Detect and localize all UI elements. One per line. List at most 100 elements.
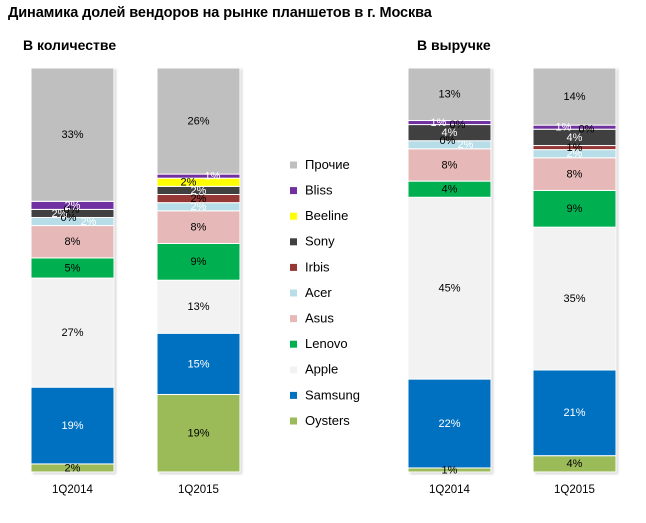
data-label: 4% (567, 458, 583, 470)
data-label: 8% (65, 236, 81, 248)
legend-item: Oysters (290, 413, 350, 428)
panel-title-revenue: В выручке (417, 37, 491, 53)
legend-swatch (290, 161, 297, 169)
data-label: 2% (191, 185, 207, 197)
panel-title-quantity: В количестве (23, 37, 117, 53)
legend-swatch (290, 391, 297, 399)
data-label: 4% (442, 184, 458, 196)
legend-item: Прочие (290, 157, 350, 172)
legend-label: Sony (305, 234, 335, 249)
category-axis-labels: 1Q2014 1Q2015 1Q2014 1Q2015 (52, 484, 595, 496)
category-label: 1Q2014 (429, 484, 471, 496)
bar-segment-samsung-1q2015 (156, 332, 241, 395)
legend-label: Bliss (305, 183, 333, 198)
figure-title: Динамика долей вендоров на рынке планшет… (8, 5, 432, 21)
legend-label: Lenovo (305, 336, 348, 351)
data-label: 13% (187, 301, 209, 313)
data-label: 4% (442, 127, 458, 139)
data-label: 1% (567, 142, 583, 154)
data-label: 26% (187, 115, 209, 127)
bars-layer (30, 67, 618, 474)
data-label: 8% (442, 159, 458, 171)
legend-item: Apple (290, 362, 338, 377)
data-label: 8% (567, 169, 583, 181)
bar-segment-lenovo-1q2015 (156, 242, 241, 281)
bar-segment-apple-1q2015 (532, 226, 617, 371)
legend-label: Beeline (305, 208, 348, 223)
data-label: 1% (556, 122, 572, 134)
data-label: 1% (442, 464, 458, 476)
data-label: 9% (191, 256, 207, 268)
bar-segment-apple-1q2014 (30, 277, 115, 388)
data-labels-layer: 2%19%27%5%8%2%0%2%0%2%33%19%15%13%9%8%2%… (52, 89, 595, 477)
legend-label: Прочие (305, 157, 350, 172)
bar-segment-asus-1q2014 (407, 148, 492, 182)
legend-label: Irbis (305, 259, 330, 274)
data-label: 2% (458, 139, 474, 151)
data-label: 0% (61, 212, 77, 224)
legend-item: Samsung (290, 387, 360, 402)
data-label: 2% (52, 208, 68, 220)
legend-swatch (290, 263, 297, 271)
data-label: 45% (438, 283, 460, 295)
data-label: 15% (187, 358, 209, 370)
bar-segment-asus-1q2015 (156, 210, 241, 244)
bar-segment-lenovo-1q2015 (532, 189, 617, 228)
data-label: 2% (181, 177, 197, 189)
legend-swatch (290, 212, 297, 220)
legend-item: Sony (290, 234, 335, 249)
data-label: 0% (440, 135, 456, 147)
legend-label: Samsung (305, 387, 360, 402)
legend-swatch (290, 187, 297, 195)
data-label: 19% (187, 428, 209, 440)
bar-segment-samsung-1q2014 (407, 378, 492, 469)
data-label: 21% (563, 407, 585, 419)
legend-item: Bliss (290, 183, 333, 198)
data-label: 2% (191, 201, 207, 213)
legend-label: Acer (305, 285, 332, 300)
legend-item: Asus (290, 311, 334, 326)
legend-item: Lenovo (290, 336, 348, 351)
legend-item: Acer (290, 285, 332, 300)
category-label: 1Q2015 (554, 484, 595, 496)
data-label: 13% (438, 89, 460, 101)
legend-label: Asus (305, 311, 334, 326)
bar-segment-прочие-1q2015 (156, 67, 241, 175)
bar-segment-asus-1q2015 (532, 157, 617, 191)
bar-segment-apple-1q2014 (407, 196, 492, 380)
data-label: 27% (61, 327, 83, 339)
data-label: 35% (563, 293, 585, 305)
data-label: 14% (563, 91, 585, 103)
bar-segment-bliss-1q2015 (532, 124, 617, 130)
legend-swatch (290, 366, 297, 374)
bar-segment-asus-1q2014 (30, 225, 115, 259)
data-label: 19% (61, 420, 83, 432)
legend-item: Beeline (290, 208, 348, 223)
legend: Прочие Bliss Beeline Sony Irbis Acer Asus Lenov… (290, 157, 360, 428)
legend-swatch (290, 340, 297, 348)
legend-item: Irbis (290, 259, 330, 274)
bar-segment-прочие-1q2014 (30, 67, 115, 202)
data-label: 2% (567, 148, 583, 160)
bar-segment-прочие-1q2015 (532, 67, 617, 126)
legend-swatch (290, 289, 297, 297)
data-label: 9% (567, 203, 583, 215)
legend-swatch (290, 238, 297, 246)
bar-segment-прочие-1q2014 (407, 67, 492, 122)
data-label: 22% (438, 418, 460, 430)
data-label: 0% (64, 204, 80, 216)
data-label: 2% (65, 462, 81, 474)
bar-segment-oysters-1q2015 (156, 393, 241, 473)
data-label: 0% (450, 119, 466, 131)
data-label: 0% (579, 124, 595, 136)
data-label: 1% (431, 117, 447, 129)
data-label: 2% (191, 193, 207, 205)
data-label: 2% (65, 200, 81, 212)
data-label: 5% (65, 262, 81, 274)
legend-label: Oysters (305, 413, 350, 428)
legend-swatch (290, 315, 297, 323)
data-label: 33% (61, 129, 83, 141)
legend-swatch (290, 417, 297, 425)
legend-label: Apple (305, 362, 338, 377)
